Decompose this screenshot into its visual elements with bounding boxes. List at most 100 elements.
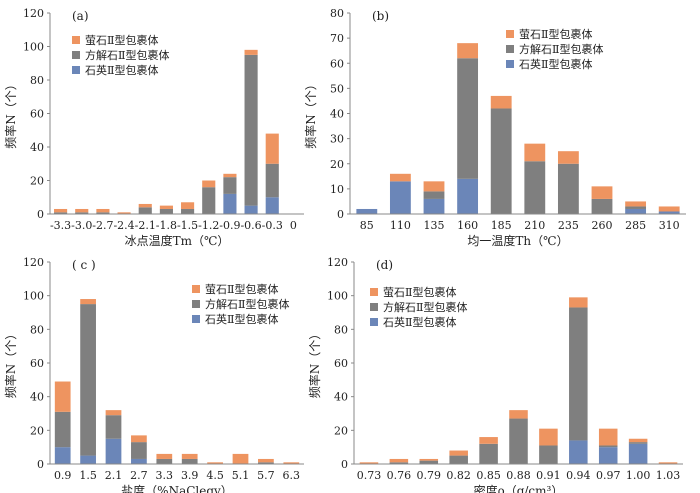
bar-calcite-4 <box>138 207 152 214</box>
legend-swatch-quartz <box>370 318 378 326</box>
bar-fluorite-10 <box>658 462 678 464</box>
x-tick-label: 5.7 <box>257 469 275 482</box>
legend-swatch-calcite <box>506 45 514 53</box>
bar-fluorite-8 <box>258 458 274 463</box>
bar-calcite-8 <box>625 206 647 209</box>
bar-fluorite-5 <box>181 453 198 459</box>
bar-calcite-8 <box>258 462 274 464</box>
y-tick-label: 0 <box>37 208 44 221</box>
y-axis-label: 频率N（个） <box>303 78 318 149</box>
bar-fluorite-9 <box>244 49 258 55</box>
x-tick-label: 0.76 <box>387 469 412 482</box>
bar-fluorite-2 <box>423 181 445 192</box>
y-tick-label: 20 <box>30 424 44 437</box>
bar-calcite-7 <box>591 198 613 214</box>
x-tick-label: 6.3 <box>283 469 301 482</box>
x-tick-label: 135 <box>424 219 445 232</box>
legend-label-calcite: 方解石Ⅱ型包裹体 <box>85 48 169 62</box>
legend-swatch-calcite <box>192 300 200 308</box>
legend-label-quartz: 石英Ⅱ型包裹体 <box>383 315 456 329</box>
bar-calcite-5 <box>181 458 198 464</box>
legend-swatch-calcite <box>370 303 378 311</box>
y-tick-label: 20 <box>30 175 44 188</box>
x-tick-label: 235 <box>558 219 579 232</box>
bar-calcite-7 <box>202 187 216 214</box>
legend-label-calcite: 方解石Ⅱ型包裹体 <box>519 42 603 56</box>
y-tick-label: 100 <box>23 41 44 54</box>
bar-calcite-3 <box>449 455 468 464</box>
bar-fluorite-4 <box>138 203 152 208</box>
bar-quartz-2 <box>105 438 122 464</box>
panel-label: (b) <box>372 9 389 23</box>
legend-label-fluorite: 萤石Ⅱ型包裹体 <box>383 285 456 299</box>
bar-calcite-4 <box>156 458 173 464</box>
x-tick-label: 0.73 <box>357 469 382 482</box>
bar-fluorite-8 <box>598 428 618 446</box>
bar-fluorite-6 <box>207 462 223 464</box>
x-tick-label: -1.5 <box>177 219 198 232</box>
x-axis-label: 密度ρ（g/cm³） <box>474 483 564 493</box>
bar-fluorite-4 <box>156 453 173 459</box>
bar-calcite-2 <box>105 415 122 439</box>
x-tick-label: 0.82 <box>446 469 471 482</box>
legend-swatch-fluorite <box>192 285 200 293</box>
bar-fluorite-7 <box>591 186 613 199</box>
y-tick-label: 40 <box>330 108 344 121</box>
bar-calcite-5 <box>509 418 528 464</box>
bar-calcite-4 <box>490 108 512 214</box>
bar-fluorite-7 <box>569 297 588 308</box>
bar-calcite-1 <box>75 212 89 214</box>
bar-fluorite-3 <box>457 43 479 59</box>
bar-fluorite-10 <box>265 133 279 164</box>
y-tick-label: 100 <box>23 290 44 303</box>
y-axis-label: 频率N（个） <box>3 78 18 149</box>
legend-label-calcite: 方解石Ⅱ型包裹体 <box>205 297 289 311</box>
bar-fluorite-5 <box>159 205 173 209</box>
legend-swatch-quartz <box>506 60 514 68</box>
y-tick-label: 20 <box>330 158 344 171</box>
bar-calcite-8 <box>223 177 237 194</box>
bar-fluorite-1 <box>80 299 96 305</box>
bar-fluorite-7 <box>232 453 249 464</box>
x-tick-label: 160 <box>457 219 478 232</box>
legend-label-quartz: 石英Ⅱ型包裹体 <box>85 63 158 77</box>
chart-panel-1: 0 10 20 30 40 50 60 70 80 85 110 135 160 185 210 235 260… <box>303 7 686 248</box>
x-tick-label: -0.9 <box>219 219 240 232</box>
bar-calcite-10 <box>265 163 279 198</box>
x-tick-label: 260 <box>592 219 613 232</box>
y-tick-label: 80 <box>30 323 44 336</box>
bar-fluorite-8 <box>625 201 647 207</box>
bar-fluorite-6 <box>557 151 579 164</box>
y-tick-label: 100 <box>327 290 348 303</box>
x-tick-label: 285 <box>625 219 646 232</box>
legend-label-fluorite: 萤石Ⅱ型包裹体 <box>85 33 158 47</box>
y-tick-label: 60 <box>330 57 344 70</box>
y-tick-label: 20 <box>334 424 348 437</box>
bar-quartz-10 <box>265 197 279 214</box>
bar-fluorite-1 <box>389 458 409 463</box>
bar-fluorite-9 <box>283 462 300 464</box>
bar-fluorite-3 <box>117 212 131 214</box>
bar-fluorite-1 <box>75 208 89 213</box>
bar-fluorite-9 <box>628 438 648 443</box>
y-tick-label: 0 <box>341 458 348 471</box>
x-tick-label: 0.97 <box>596 469 621 482</box>
bar-calcite-6 <box>539 445 558 464</box>
y-tick-label: 80 <box>30 74 44 87</box>
bar-calcite-0 <box>54 411 71 448</box>
bar-fluorite-8 <box>223 173 237 178</box>
x-tick-label: 310 <box>659 219 680 232</box>
x-tick-label: 1.00 <box>626 469 651 482</box>
x-tick-label: 210 <box>524 219 545 232</box>
y-tick-label: 120 <box>23 7 44 20</box>
panel-label: (a) <box>72 9 89 23</box>
legend-swatch-quartz <box>192 315 200 323</box>
x-tick-label: 0.79 <box>417 469 442 482</box>
x-tick-label: 185 <box>491 219 512 232</box>
bar-calcite-5 <box>159 208 173 214</box>
y-tick-label: 40 <box>334 391 348 404</box>
bar-calcite-3 <box>457 58 479 179</box>
